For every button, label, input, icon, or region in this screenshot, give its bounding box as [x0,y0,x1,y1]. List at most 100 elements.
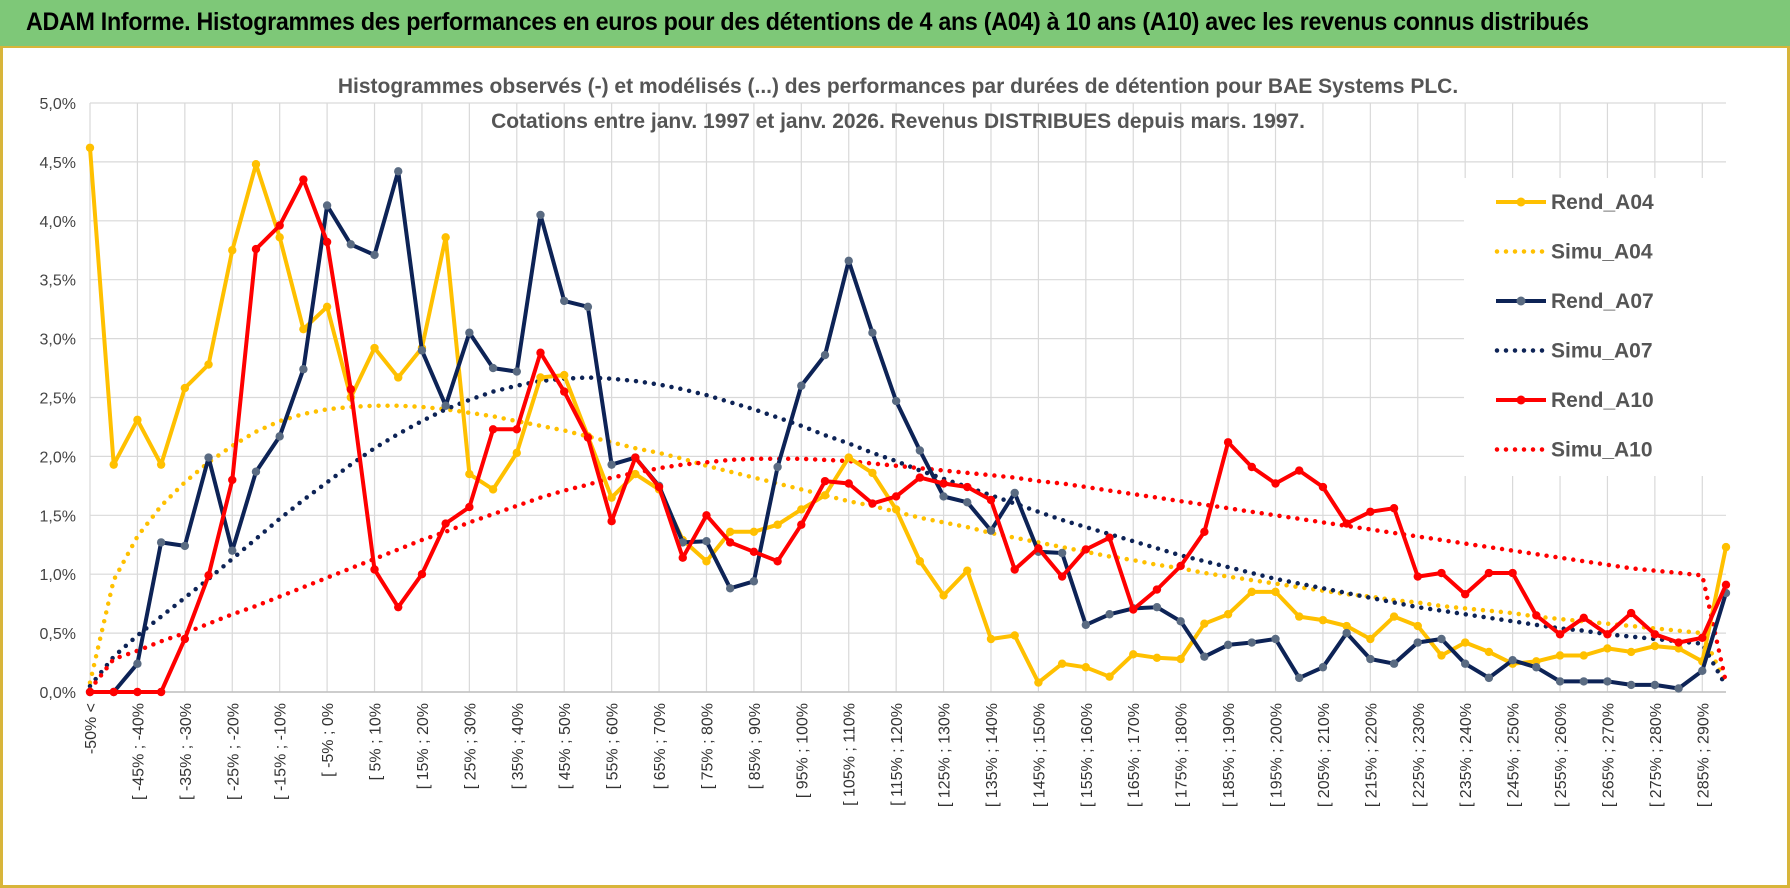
data-point [654,482,664,492]
data-point [1413,621,1422,631]
y-tick-label: 0,5% [40,626,76,643]
data-point [1247,587,1256,597]
data-point [749,577,759,586]
data-point [204,360,213,369]
data-point [1674,684,1683,693]
data-point [394,167,403,176]
data-point [1318,615,1328,625]
data-point [844,453,853,462]
data-point [441,519,450,528]
data-point [820,350,830,360]
data-point [275,221,284,230]
data-point [394,373,403,382]
data-point [441,401,450,410]
data-point [1650,680,1660,690]
legend-label: Rend_A04 [1551,191,1654,214]
y-axis: 0,0% 0,5% 1,0% 1,5% 2,0% 2,5% 3,0% 3,5% 4,0% 4,5%… [40,96,76,702]
data-point [1034,544,1043,553]
x-tick-label: [ 235% ; 240% [1458,703,1475,807]
data-point [868,499,877,508]
data-point [1579,651,1588,660]
x-tick-label: [ 145% ; 150% [1031,703,1048,807]
data-point [1532,663,1541,672]
data-point [749,527,759,536]
data-point [607,460,616,469]
x-tick-label: [ 115% ; 120% [889,703,906,806]
x-tick-label: [ 205% ; 210% [1316,703,1333,807]
data-point [251,244,261,254]
data-point [1295,673,1304,683]
legend-item-Rend_A07: Rend_A07 [1496,290,1654,313]
data-point [986,495,996,505]
series-Simu_A10 [87,456,1729,692]
chart-title: Histogrammes observés (-) et modélisés (… [338,75,1458,98]
data-point [891,492,901,501]
y-tick-label: 2,0% [40,449,76,466]
data-point [1674,638,1683,647]
data-point [891,396,901,406]
data-point [1200,619,1209,628]
data-point [1532,611,1541,620]
data-point [583,433,593,442]
data-point [156,538,166,547]
data-point [1508,568,1517,578]
data-point [1010,631,1019,640]
data-point [1484,568,1494,578]
x-tick-label: [ 165% ; 170% [1126,703,1143,807]
data-point [631,469,640,479]
data-point [299,324,308,334]
data-point [1342,628,1351,638]
data-point [1105,610,1114,619]
data-point [702,537,711,546]
data-point [370,565,379,574]
legend-label: Simu_A10 [1551,439,1653,462]
data-point [1366,507,1375,516]
data-point [1366,634,1375,644]
data-point [1698,633,1707,643]
data-point [1247,638,1256,647]
x-tick-label: [ -15% ; -10% [273,703,290,800]
x-tick-label: [ 135% ; 140% [984,703,1001,807]
series-Rend_A10 [85,175,1731,697]
data-point [1176,561,1185,571]
legend: Rend_A04 Simu_A04 Rend_A07 Simu_A07 Rend_A10… [1464,178,1726,476]
x-tick-label: [ 155% ; 160% [1079,703,1096,807]
data-point [1603,644,1612,653]
x-tick-label: [ -5% ; 0% [320,703,337,777]
data-point [915,473,925,482]
data-point [370,343,379,353]
x-tick-label: [ 75% ; 80% [699,703,716,789]
data-point [512,448,521,458]
data-point [1389,659,1399,668]
series-line-Simu_A10 [87,456,1729,692]
x-tick-label: -50% < [83,703,100,754]
x-tick-label: [ 245% ; 250% [1506,703,1523,807]
data-point [963,482,972,492]
y-tick-label: 4,5% [40,155,76,172]
data-point [180,634,190,644]
data-point [299,365,308,374]
data-point [891,505,901,514]
data-point [1176,617,1185,626]
x-tick-label: [ 5% ; 10% [368,703,385,780]
data-point [939,591,948,600]
x-tick-label: [ 65% ; 70% [652,703,669,789]
data-point [465,502,474,512]
x-tick-label: [ 15% ; 20% [415,703,432,789]
data-point [1555,651,1565,660]
data-point [820,476,830,486]
data-point [725,527,735,536]
data-point [1081,620,1091,630]
y-tick-label: 2,5% [40,391,76,408]
x-tick-label: [ 35% ; 40% [510,703,527,789]
data-point [370,250,379,260]
legend-label: Simu_A07 [1551,340,1653,363]
data-point [1508,655,1517,665]
data-point [299,175,308,184]
data-point [465,328,474,337]
x-axis: -50% < [ -45% ; -40% [ -35% ; -30% [ -25% ;… [83,703,1712,807]
grid [89,102,1726,693]
data-point [488,363,498,373]
data-point [986,634,996,644]
